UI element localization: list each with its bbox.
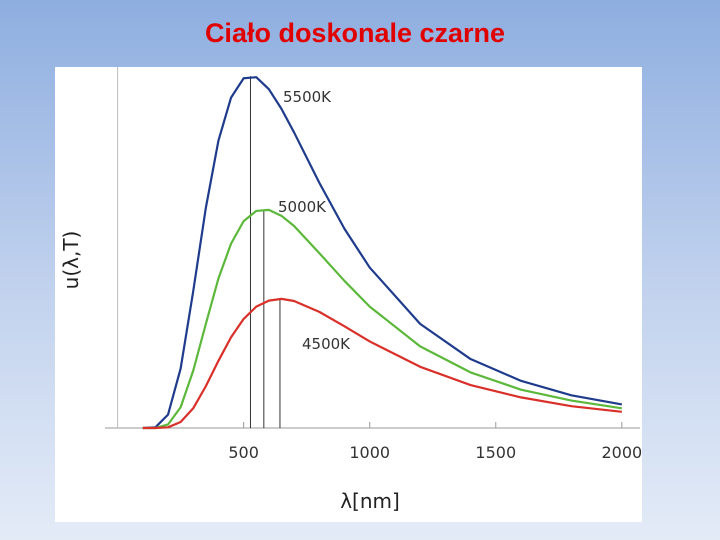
x-tick-label: 500 [228,443,259,462]
series-label: 5500K [283,88,332,106]
x-tick-label: 2000 [601,443,642,462]
y-axis-label: u(λ,T) [59,231,83,290]
series-label: 5000K [278,198,327,216]
slide-title: Ciało doskonale czarne [204,18,506,48]
x-tick-label: 1500 [475,443,516,462]
plot-background [55,67,642,522]
series-line [142,297,622,430]
series-line [142,76,623,430]
series-label: 4500K [302,335,351,353]
series-line [142,208,622,430]
x-axis-label: λ[nm] [340,489,400,513]
x-tick-label: 1000 [349,443,390,462]
